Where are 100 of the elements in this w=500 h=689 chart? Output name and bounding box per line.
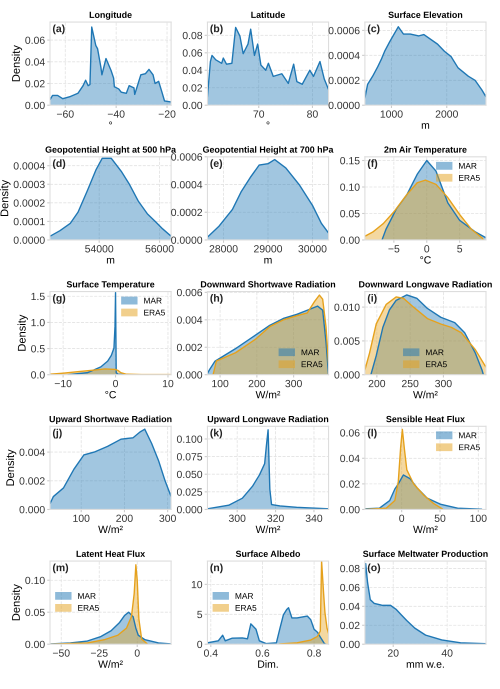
x-tick-label: 300 [285, 380, 302, 388]
y-tick-label: 0.02 [182, 84, 202, 92]
y-tick-label: 0.10 [340, 183, 360, 191]
x-axis-title: °C [105, 390, 116, 398]
x-axis-title: °C [420, 256, 431, 264]
legend-label: MAR [302, 349, 320, 356]
y-tick-label: 0.004 [176, 316, 202, 324]
y-tick-label: 0.08 [182, 32, 202, 40]
y-tick-label: 0.06 [340, 429, 360, 437]
y-tick-label: 1.5 [31, 292, 45, 300]
x-tick-label: 0.6 [256, 649, 270, 657]
x-tick-label: 300 [159, 514, 176, 522]
annotation: (o) [368, 564, 380, 574]
y-tick-label: 0.00 [182, 102, 202, 110]
legend-label: MAR [459, 432, 477, 438]
series-label: MAR [426, 349, 444, 356]
x-tick-label: 200 [116, 514, 133, 522]
y-tick-label: 0.05 [25, 608, 45, 616]
y-tick-label: 0.0002 [14, 199, 45, 207]
x-tick-label: 200 [248, 380, 266, 388]
chart-title: Latitude [251, 11, 285, 18]
y-tick-label: 0.02 [25, 80, 45, 88]
x-tick-label: 250 [402, 380, 418, 388]
y-tick-label: 0.0000 [14, 236, 45, 244]
x-tick-label: 100 [212, 380, 228, 388]
chart-title: Surface Elevation [388, 11, 462, 18]
y-tick-label: 0.0004 [171, 181, 202, 188]
annotation: (g) [52, 294, 66, 304]
x-tick-label: 50 [434, 514, 446, 522]
x-tick-label: −40 [108, 110, 125, 118]
annotation: (a) [52, 24, 65, 34]
y-tick-label: 0.0002 [328, 76, 360, 84]
x-tick-label: 0 [113, 380, 118, 388]
y-tick-label: 0.00 [340, 640, 360, 648]
legend-label: MAR [236, 593, 254, 599]
annotation: (j) [52, 428, 62, 438]
x-tick-label: 100 [73, 514, 90, 522]
x-tick-label: 0 [134, 649, 140, 657]
legend-label: ERA5 [459, 444, 480, 450]
y-tick-label: 0.075 [176, 453, 202, 460]
y-tick-label: 0.000 [19, 506, 45, 514]
x-tick-label: 54000 [85, 245, 114, 252]
x-tick-label: 100 [470, 514, 487, 522]
x-axis-title: W/m² [413, 525, 438, 534]
y-axis-title: Density [18, 314, 28, 351]
annotation: (h) [210, 294, 223, 304]
x-tick-label: 0 [424, 245, 430, 252]
x-axis-title: W/m² [256, 525, 280, 534]
legend-label: ERA5 [78, 605, 99, 611]
x-tick-label: −60 [56, 110, 74, 118]
y-tick-label: 0.002 [19, 477, 45, 485]
y-tick-label: 0.04 [25, 58, 45, 66]
annotation: (m) [52, 564, 68, 574]
chart-title: Sensible Heat Flux [386, 416, 465, 422]
x-tick-label: 0.8 [307, 649, 321, 657]
chart-title: Surface Temperature [66, 280, 154, 290]
x-tick-label: −20 [158, 110, 176, 118]
chart-title: Longitude [90, 11, 132, 20]
x-axis-title: W/m² [98, 660, 123, 668]
x-tick-label: −50 [52, 649, 70, 657]
x-tick-label: 30000 [298, 245, 327, 252]
x-tick-label: 29000 [254, 245, 282, 252]
x-tick-label: 56000 [146, 245, 174, 252]
y-tick-label: 0.00 [340, 236, 360, 244]
y-tick-label: 0.06 [25, 36, 45, 44]
annotation: (d) [52, 159, 66, 169]
y-tick-label: 0.5 [31, 345, 45, 352]
legend-label: ERA5 [302, 361, 322, 368]
y-tick-label: 0.00 [25, 102, 45, 110]
y-tick-label: 0.0006 [171, 153, 202, 161]
series-label: ERA5 [426, 361, 447, 368]
annotation: (e) [210, 159, 222, 169]
x-axis-title: mm w.e. [406, 662, 444, 668]
annotation: (c) [368, 24, 380, 34]
y-tick-label: 0.04 [182, 66, 202, 74]
y-tick-label: 0.04 [340, 602, 360, 610]
x-tick-label: 320 [267, 514, 284, 522]
y-axis-title: Density [6, 449, 16, 486]
chart-title: Downward Shortwave Radiation [200, 280, 336, 288]
x-tick-label: 70 [253, 110, 264, 118]
legend-label: ERA5 [144, 310, 165, 316]
y-tick-label: 0.0 [31, 371, 45, 379]
y-tick-label: 0.00 [25, 640, 45, 648]
x-axis-title: W/m² [98, 525, 123, 534]
x-axis-title: W/m² [256, 390, 280, 398]
x-axis-title: m [106, 258, 114, 264]
chart-title: Geopotential Height at 700 hPa [202, 146, 334, 155]
y-tick-label: 0.02 [340, 480, 360, 488]
y-tick-label: 0.005 [334, 337, 360, 345]
y-tick-label: 0.06 [182, 49, 202, 57]
x-tick-label: 80 [307, 110, 318, 118]
x-tick-label: 40 [442, 649, 453, 657]
x-axis-title: W/m² [413, 390, 438, 398]
x-tick-label: −10 [54, 380, 72, 388]
x-axis-title: ° [109, 121, 112, 124]
y-tick-label: 0.000 [176, 371, 202, 379]
chart-title: Surface Albedo [236, 550, 300, 557]
y-axis-title: Density [12, 584, 22, 620]
x-tick-label: 2000 [436, 110, 458, 118]
chart-title: Surface Meltwater Production [362, 550, 488, 557]
